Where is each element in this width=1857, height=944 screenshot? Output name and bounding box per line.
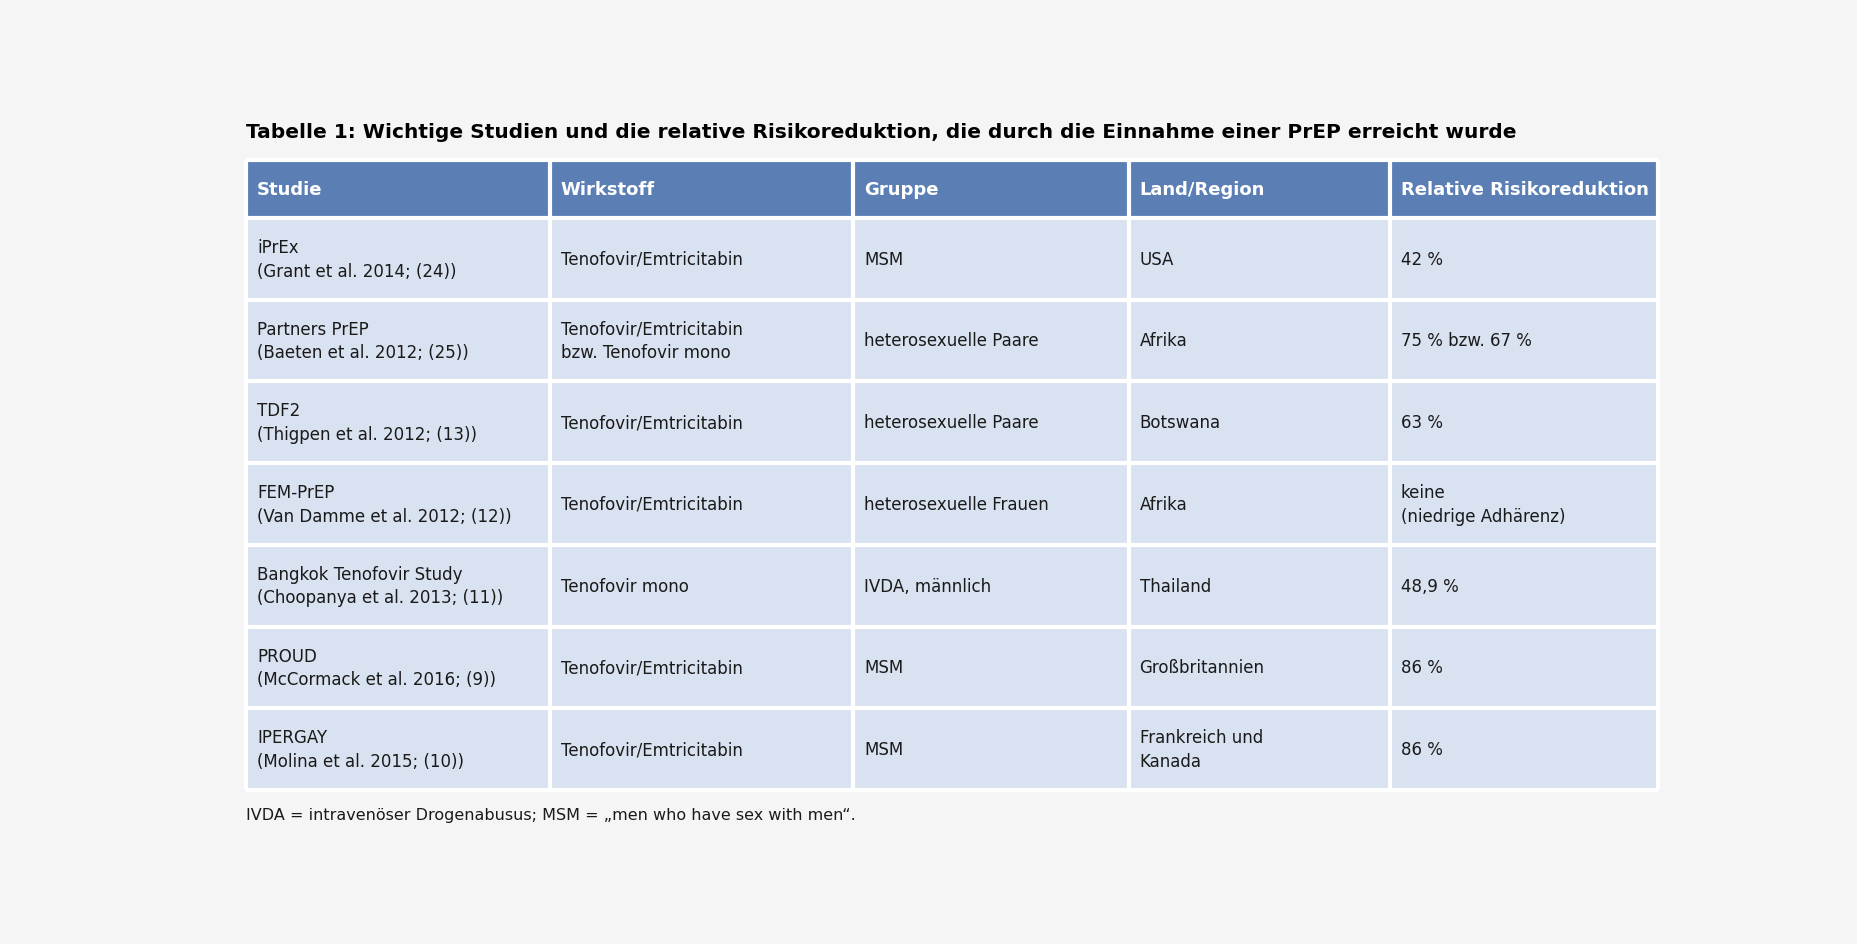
Bar [1389,161,1656,219]
Text: MSM: MSM [864,740,903,758]
Text: Afrika: Afrika [1138,332,1187,350]
Text: Tenofovir/Emtricitabin: Tenofovir/Emtricitabin [561,250,743,268]
Text: Tabelle 1: Wichtige Studien und die relative Risikoreduktion, die durch die Einn: Tabelle 1: Wichtige Studien und die rela… [247,123,1515,142]
Text: MSM: MSM [864,250,903,268]
Text: FEM-PrEP
(Van Damme et al. 2012; (12)): FEM-PrEP (Van Damme et al. 2012; (12)) [256,483,511,525]
Bar [550,161,852,219]
Text: IVDA = intravenöser Drogenabusus; MSM = „men who have sex with men“.: IVDA = intravenöser Drogenabusus; MSM = … [247,807,856,822]
Text: USA: USA [1138,250,1174,268]
Text: Botswana: Botswana [1138,413,1220,431]
Text: Großbritannien: Großbritannien [1138,659,1265,677]
Text: iPrEx
(Grant et al. 2014; (24)): iPrEx (Grant et al. 2014; (24)) [256,239,457,280]
Text: TDF2
(Thigpen et al. 2012; (13)): TDF2 (Thigpen et al. 2012; (13)) [256,402,477,444]
Text: Thailand: Thailand [1138,577,1211,595]
Text: 63 %: 63 % [1400,413,1443,431]
Text: PROUD
(McCormack et al. 2016; (9)): PROUD (McCormack et al. 2016; (9)) [256,647,496,688]
Text: 86 %: 86 % [1400,659,1441,677]
Text: heterosexuelle Paare: heterosexuelle Paare [864,332,1038,350]
Text: Tenofovir/Emtricitabin: Tenofovir/Emtricitabin [561,496,743,514]
Text: Land/Region: Land/Region [1138,181,1265,199]
Text: Relative Risikoreduktion: Relative Risikoreduktion [1400,181,1647,199]
Text: IVDA, männlich: IVDA, männlich [864,577,992,595]
Text: Tenofovir/Emtricitabin: Tenofovir/Emtricitabin [561,413,743,431]
Text: 48,9 %: 48,9 % [1400,577,1458,595]
Text: keine
(niedrige Adhärenz): keine (niedrige Adhärenz) [1400,483,1564,525]
Text: Tenofovir mono: Tenofovir mono [561,577,689,595]
Text: Afrika: Afrika [1138,496,1187,514]
Text: 86 %: 86 % [1400,740,1441,758]
Text: Frankreich und
Kanada: Frankreich und Kanada [1138,729,1263,770]
Text: Studie: Studie [256,181,323,199]
Bar [247,709,1656,790]
Bar [247,161,550,219]
Text: MSM: MSM [864,659,903,677]
Text: Bangkok Tenofovir Study
(Choopanya et al. 2013; (11)): Bangkok Tenofovir Study (Choopanya et al… [256,565,503,607]
Text: IPERGAY
(Molina et al. 2015; (10)): IPERGAY (Molina et al. 2015; (10)) [256,729,464,770]
Bar [247,219,1656,300]
Bar [852,161,1127,219]
Text: heterosexuelle Paare: heterosexuelle Paare [864,413,1038,431]
Text: Partners PrEP
(Baeten et al. 2012; (25)): Partners PrEP (Baeten et al. 2012; (25)) [256,320,468,362]
Bar [247,464,1656,546]
Bar [247,300,1656,382]
Bar [247,627,1656,709]
Bar [1127,161,1389,219]
Bar [247,546,1656,627]
Bar [247,382,1656,464]
Text: heterosexuelle Frauen: heterosexuelle Frauen [864,496,1049,514]
Text: Gruppe: Gruppe [864,181,938,199]
Text: 42 %: 42 % [1400,250,1443,268]
Text: Wirkstoff: Wirkstoff [561,181,654,199]
Text: Tenofovir/Emtricitabin
bzw. Tenofovir mono: Tenofovir/Emtricitabin bzw. Tenofovir mo… [561,320,743,362]
Text: Tenofovir/Emtricitabin: Tenofovir/Emtricitabin [561,659,743,677]
Text: Tenofovir/Emtricitabin: Tenofovir/Emtricitabin [561,740,743,758]
Text: 75 % bzw. 67 %: 75 % bzw. 67 % [1400,332,1530,350]
